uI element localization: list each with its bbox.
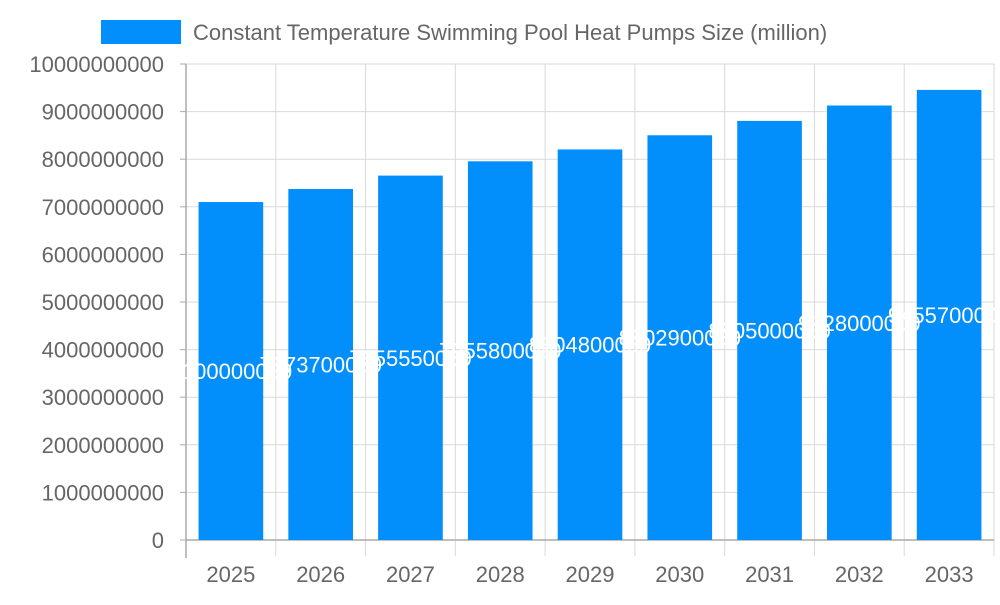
x-tick-label: 2025 xyxy=(206,562,255,587)
x-tick-label: 2029 xyxy=(566,562,615,587)
y-tick-label: 0 xyxy=(152,528,164,553)
bar-2032 xyxy=(827,105,892,540)
y-tick-label: 8000000000 xyxy=(42,147,164,172)
data-label: 7373700000 xyxy=(259,353,381,378)
data-label: 8805000000 xyxy=(708,318,830,343)
bar-2026 xyxy=(288,189,353,540)
legend[interactable]: Constant Temperature Swimming Pool Heat … xyxy=(101,20,827,45)
data-label: 8204800000 xyxy=(529,333,651,358)
data-label: 7955800000 xyxy=(439,339,561,364)
bar-2028 xyxy=(467,161,533,540)
y-tick-label: 5000000000 xyxy=(42,290,164,315)
bar-2033 xyxy=(916,89,982,540)
y-tick-label: 7000000000 xyxy=(42,195,164,220)
y-tick-label: 2000000000 xyxy=(42,433,164,458)
y-tick-label: 3000000000 xyxy=(42,385,164,410)
bar-2025 xyxy=(198,202,264,541)
legend-swatch xyxy=(101,20,181,44)
y-tick-label: 6000000000 xyxy=(42,242,164,267)
data-label: 9128000000 xyxy=(798,311,920,336)
x-tick-label: 2026 xyxy=(296,562,345,587)
bar-2029 xyxy=(557,149,623,540)
y-tick-label: 4000000000 xyxy=(42,338,164,363)
x-tick-label: 2031 xyxy=(745,562,794,587)
y-tick-label: 9000000000 xyxy=(42,100,164,125)
x-tick-label: 2027 xyxy=(386,562,435,587)
legend-label: Constant Temperature Swimming Pool Heat … xyxy=(193,20,827,45)
data-label: 7655550000 xyxy=(349,346,471,371)
data-labels: 7100000000737370000076555500007955800000… xyxy=(170,303,1000,384)
bar-2030 xyxy=(647,135,713,540)
data-label: 8502900000 xyxy=(619,326,741,351)
y-tick-label: 1000000000 xyxy=(42,480,164,505)
y-axis: 0 1000000000 2000000000 3000000000 400000000… xyxy=(29,52,164,553)
data-label: 7100000000 xyxy=(170,359,292,384)
x-tick-label: 2032 xyxy=(835,562,884,587)
x-tick-label: 2030 xyxy=(655,562,704,587)
data-label: 9455700000 xyxy=(888,303,1000,328)
x-tick-label: 2028 xyxy=(476,562,525,587)
bar-2027 xyxy=(378,175,443,540)
bar-2031 xyxy=(737,120,802,540)
x-axis: 2025 2026 2027 2028 2029 2030 2031 2032 2033 xyxy=(206,562,973,587)
x-tick-label: 2033 xyxy=(925,562,974,587)
y-tick-label: 10000000000 xyxy=(29,52,164,77)
bars xyxy=(198,89,982,541)
